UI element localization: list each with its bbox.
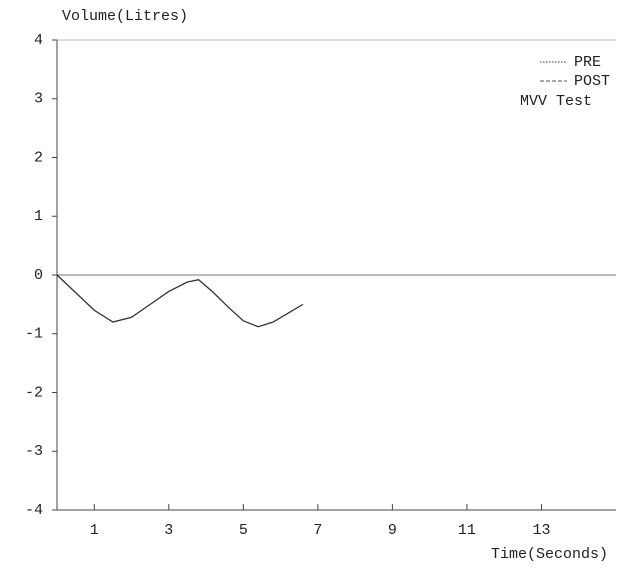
x-tick-label: 3 <box>164 522 173 539</box>
x-axis-label: Time(Seconds) <box>491 546 608 563</box>
y-tick-label: 1 <box>34 208 43 225</box>
y-tick-label: 0 <box>34 267 43 284</box>
y-tick-label: -1 <box>25 326 43 343</box>
x-tick-label: 13 <box>532 522 550 539</box>
x-tick-label: 9 <box>388 522 397 539</box>
y-tick-label: 4 <box>34 32 43 49</box>
legend-label: PRE <box>574 54 601 71</box>
x-tick-label: 5 <box>239 522 248 539</box>
y-tick-label: -4 <box>25 502 43 519</box>
y-axis-label: Volume(Litres) <box>62 8 188 25</box>
annotation: MVV Test <box>520 93 592 110</box>
legend-label: POST <box>574 73 610 90</box>
y-tick-label: 2 <box>34 149 43 166</box>
y-tick-label: -3 <box>25 443 43 460</box>
x-tick-label: 1 <box>90 522 99 539</box>
data-line <box>56 274 304 328</box>
y-tick-label: -2 <box>25 384 43 401</box>
x-tick-label: 7 <box>313 522 322 539</box>
y-tick-label: 3 <box>34 91 43 108</box>
x-tick-label: 11 <box>458 522 476 539</box>
